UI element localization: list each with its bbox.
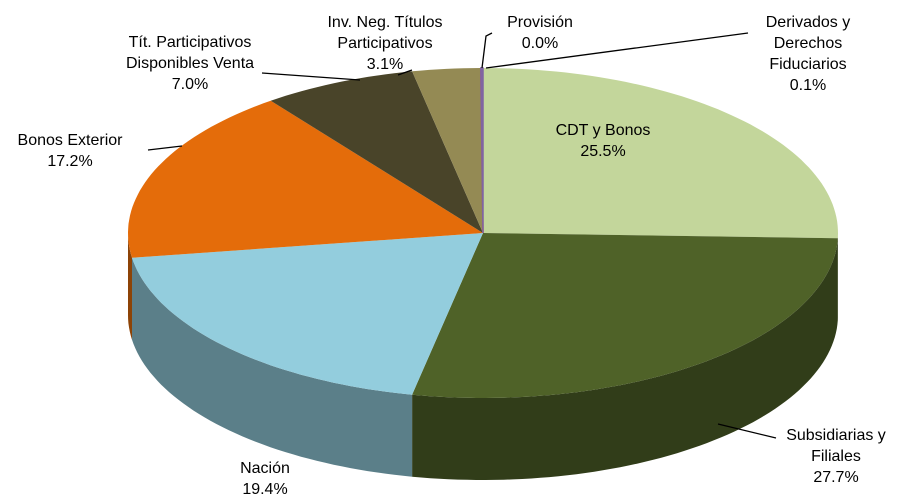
label-value: 7.0% [171, 76, 209, 93]
label-name: CDT y Bonos [555, 122, 651, 139]
leader-line [261, 72, 361, 81]
leader-line [485, 32, 749, 69]
label-value: 0.0% [521, 35, 559, 52]
label-name: Tít. Participativos Disponibles Venta [125, 34, 255, 72]
data-label: Derivados y Derechos Fiduciarios 0.1% [748, 12, 868, 96]
data-label: Subsidiarias y Filiales 27.7% [774, 425, 899, 488]
label-name: Inv. Neg. Títulos Participativos [327, 14, 443, 52]
label-value: 17.2% [47, 153, 93, 170]
label-value: 0.1% [789, 77, 827, 94]
data-label: CDT y Bonos 25.5% [533, 120, 673, 162]
leader-line [397, 69, 413, 76]
label-value: 19.4% [242, 481, 288, 498]
label-name: Derivados y Derechos Fiduciarios [765, 14, 851, 73]
slice [128, 100, 483, 258]
data-label: Nación 19.4% [215, 458, 315, 500]
label-name: Nación [240, 460, 290, 477]
slice [132, 233, 483, 395]
label-value: 25.5% [580, 143, 626, 160]
label-name: Subsidiarias y Filiales [786, 427, 886, 465]
data-label: Bonos Exterior 17.2% [0, 130, 140, 172]
slice [480, 67, 484, 234]
slice [483, 68, 838, 239]
data-label: Inv. Neg. Títulos Participativos 3.1% [310, 12, 460, 75]
label-value: 27.7% [813, 469, 859, 486]
slice [270, 71, 483, 233]
data-label: Provisión 0.0% [490, 12, 590, 54]
slice [412, 233, 838, 398]
leader-line [717, 423, 777, 439]
slice-side [412, 238, 838, 480]
leader-line [147, 145, 183, 151]
slice-side [128, 233, 132, 340]
leader-line [481, 32, 493, 69]
slice [412, 68, 483, 233]
label-value: 3.1% [366, 56, 404, 73]
label-name: Provisión [507, 14, 573, 31]
label-name: Bonos Exterior [17, 132, 123, 149]
data-label: Tít. Participativos Disponibles Venta 7.0… [100, 32, 280, 95]
slice-side [132, 257, 413, 477]
